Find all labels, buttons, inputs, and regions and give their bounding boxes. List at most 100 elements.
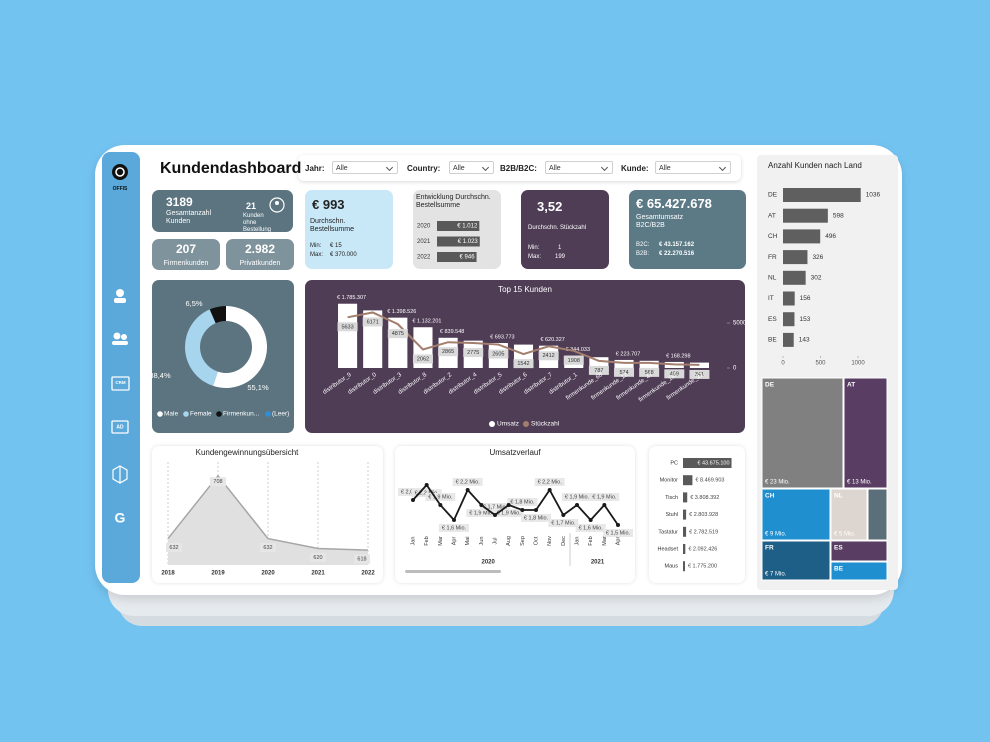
value-label: € 43.675.100 bbox=[697, 460, 729, 466]
point-label-box bbox=[463, 348, 484, 358]
nav-user[interactable] bbox=[114, 289, 126, 303]
legend-label: Female bbox=[190, 411, 212, 418]
point-label: 568 bbox=[645, 370, 654, 376]
kpi-card bbox=[226, 239, 294, 270]
kpi-min: € 15 bbox=[330, 243, 342, 249]
point-label: 618 bbox=[357, 557, 366, 563]
bar bbox=[783, 208, 828, 223]
legend-label: Stückzahl bbox=[531, 421, 560, 428]
x-tick-label: 500 bbox=[815, 361, 826, 367]
category-label: 2022 bbox=[417, 255, 431, 261]
scrollbar bbox=[405, 570, 501, 573]
filter-dropdown[interactable]: Alle bbox=[449, 161, 494, 174]
kpi-b2c-label: B2C: bbox=[636, 242, 650, 248]
nav-crm[interactable]: CRM bbox=[111, 376, 130, 391]
logo-ring bbox=[115, 167, 125, 177]
slice-label: 38,4% bbox=[149, 371, 171, 380]
point-label-box bbox=[575, 524, 606, 532]
cell-label: AT bbox=[847, 382, 855, 389]
legend-marker bbox=[523, 421, 529, 427]
kpi-card bbox=[629, 190, 746, 269]
category-label: Stuhl bbox=[665, 512, 678, 518]
x-tick-label: 2022 bbox=[361, 571, 375, 577]
category-label: 2021 bbox=[417, 239, 431, 245]
filter-dropdown[interactable]: Alle bbox=[655, 161, 731, 174]
kpi-label: Gesamtanzahl Kunden bbox=[166, 210, 212, 226]
value-label: € 2.782.519 bbox=[689, 529, 718, 535]
x-tick-label: 2020 bbox=[261, 571, 275, 577]
point-label-box bbox=[438, 347, 459, 357]
legend-marker bbox=[216, 411, 222, 417]
kpi-value: 3189 bbox=[166, 195, 193, 209]
x-tick-label: Dec bbox=[561, 536, 567, 546]
nav-team[interactable] bbox=[112, 332, 128, 346]
page-title: Kundendashboard bbox=[160, 160, 302, 177]
point bbox=[588, 518, 593, 522]
point-label: 787 bbox=[594, 368, 603, 374]
kpi-max: € 370.000 bbox=[330, 252, 357, 258]
point-label: € 1,8 Mio. bbox=[510, 499, 535, 505]
filter-label: Country: bbox=[407, 164, 441, 173]
bar bbox=[639, 360, 659, 368]
bar bbox=[437, 236, 480, 247]
filter-label: Kunde: bbox=[621, 164, 649, 173]
value-label: € 344.033 bbox=[566, 347, 590, 353]
point bbox=[479, 503, 484, 507]
filter-dropdown[interactable]: Alle bbox=[332, 161, 398, 174]
filter-dropdown[interactable]: Alle bbox=[545, 161, 613, 174]
chart-card bbox=[649, 446, 745, 583]
brand: OFFIS bbox=[113, 186, 128, 192]
sidebar-icons: OFFIS CRM AD G bbox=[111, 164, 130, 526]
category-label: Maus bbox=[665, 564, 679, 570]
legend-marker bbox=[265, 411, 271, 417]
legend-label: Umsatz bbox=[497, 421, 519, 428]
cell-label: NL bbox=[834, 493, 843, 500]
value-label: 598 bbox=[833, 212, 844, 219]
point-label-box bbox=[439, 524, 469, 532]
nav-ad[interactable]: AD bbox=[111, 420, 129, 434]
logo bbox=[112, 164, 128, 180]
kpi-max-label: Max: bbox=[528, 254, 542, 260]
value-label: 153 bbox=[799, 316, 810, 323]
value-label: 156 bbox=[800, 295, 811, 302]
kpi-min-label: Min: bbox=[310, 243, 322, 249]
category-label: ES bbox=[768, 316, 777, 323]
category-label: 2020 bbox=[417, 224, 431, 230]
treemap-cell bbox=[830, 540, 888, 562]
bar bbox=[783, 332, 794, 347]
legend-label: (Leer) bbox=[272, 411, 289, 418]
chart-title: Anzahl Kunden nach Land bbox=[768, 161, 862, 170]
x-tick-label: Feb bbox=[588, 536, 594, 545]
group-label: 2020 bbox=[481, 560, 495, 566]
kpi-value: € 65.427.678 bbox=[636, 196, 712, 211]
point-label-box bbox=[387, 329, 408, 339]
value-label: € 1.775.200 bbox=[688, 564, 717, 570]
value-label: 1036 bbox=[866, 192, 881, 199]
point-label: 632 bbox=[263, 545, 272, 551]
point-label: 1542 bbox=[517, 361, 529, 367]
point-label: 708 bbox=[213, 479, 222, 485]
area bbox=[168, 475, 368, 565]
cell-label: FR bbox=[765, 545, 774, 552]
value-label: 496 bbox=[825, 233, 836, 240]
category-label: Tisch bbox=[665, 495, 678, 501]
nav-network[interactable] bbox=[112, 465, 128, 484]
cell-label: CH bbox=[765, 493, 775, 500]
point-label: 1908 bbox=[568, 358, 580, 364]
nav-label[interactable]: G bbox=[115, 510, 126, 526]
point-label-box bbox=[425, 493, 456, 501]
bar bbox=[783, 250, 808, 265]
x-tick-label: Jul bbox=[492, 537, 498, 544]
category-label: BE bbox=[768, 337, 777, 344]
value-label: € 1.023 bbox=[458, 239, 479, 245]
cell-label: DE bbox=[765, 382, 775, 389]
kpi-label: Gesamtumsatz bbox=[636, 214, 684, 221]
sidebar bbox=[102, 152, 140, 583]
point-label-box bbox=[639, 367, 660, 377]
kpi-value: 3,52 bbox=[537, 199, 563, 214]
x-tick-label: Aug bbox=[506, 536, 512, 546]
bar bbox=[683, 475, 693, 486]
point bbox=[534, 508, 538, 512]
point-label-box bbox=[260, 543, 276, 553]
y2-tick-label: 5000 bbox=[733, 321, 747, 327]
